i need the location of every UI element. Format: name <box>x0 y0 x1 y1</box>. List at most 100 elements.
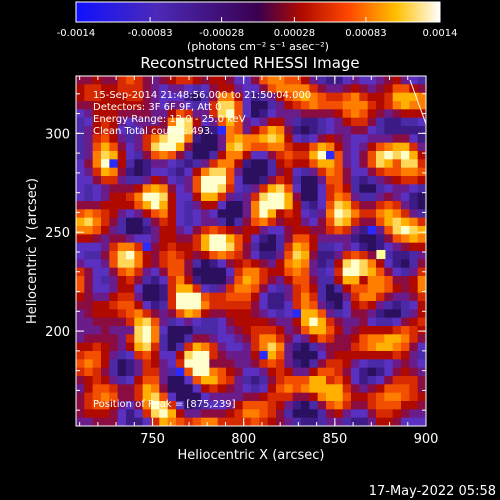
heatmap-cell <box>401 126 410 135</box>
heatmap-cell <box>134 292 144 302</box>
heatmap-cell <box>259 334 269 344</box>
heatmap-cell <box>276 217 285 227</box>
heatmap-cell <box>234 142 244 152</box>
heatmap-cell <box>259 159 269 169</box>
heatmap-cell <box>142 367 152 377</box>
heatmap-cell <box>184 134 194 144</box>
heatmap-cell <box>176 259 185 269</box>
heatmap-cell <box>367 409 377 419</box>
heatmap-cell <box>384 151 394 160</box>
heatmap-cell <box>84 326 94 335</box>
heatmap-cell <box>109 217 119 227</box>
heatmap-cell <box>226 276 235 285</box>
heatmap-cell <box>309 201 319 210</box>
heatmap-cell <box>76 76 85 85</box>
heatmap-cell <box>334 151 344 160</box>
heatmap-cell <box>76 309 85 319</box>
heatmap-cell <box>167 417 177 427</box>
heatmap-cell <box>409 284 419 294</box>
heatmap-cell <box>126 151 135 160</box>
heatmap-cell <box>409 142 419 152</box>
heatmap-cell <box>284 242 294 252</box>
heatmap-cell <box>117 342 127 352</box>
heatmap-cell <box>367 301 377 310</box>
heatmap-cell <box>126 326 135 335</box>
heatmap-cell <box>126 209 135 219</box>
heatmap-cell <box>109 234 119 244</box>
heatmap-cell <box>251 284 260 294</box>
heatmap-cell <box>301 84 310 94</box>
heatmap-cell <box>142 409 152 419</box>
heatmap-cell <box>109 151 119 160</box>
heatmap-cell <box>201 267 210 277</box>
heatmap-cell <box>376 209 385 219</box>
chart-title: Reconstructed RHESSI Image <box>140 54 359 72</box>
heatmap-cell <box>284 284 294 294</box>
heatmap-cell <box>334 251 344 260</box>
heatmap-cell <box>267 351 277 360</box>
heatmap-cell <box>142 284 152 294</box>
heatmap-cell <box>384 217 394 227</box>
heatmap-cell <box>292 209 302 219</box>
heatmap-cell <box>251 326 260 335</box>
heatmap-cell <box>92 84 102 94</box>
heatmap-cell <box>401 134 410 144</box>
heatmap-cell <box>251 217 260 227</box>
heatmap-cell <box>317 159 327 169</box>
heatmap-cell <box>117 376 127 385</box>
heatmap-cell <box>384 192 394 202</box>
heatmap-cell <box>317 126 327 135</box>
heatmap-cell <box>101 151 110 160</box>
heatmap-cell <box>392 251 402 260</box>
heatmap-cell <box>276 234 285 244</box>
heatmap-cell <box>242 201 252 210</box>
heatmap-cell <box>151 259 160 269</box>
heatmap-cell <box>117 334 127 344</box>
heatmap-cell <box>134 184 144 194</box>
heatmap-cell <box>142 301 152 310</box>
heatmap-cell <box>301 134 310 144</box>
heatmap-cell <box>251 209 260 219</box>
heatmap-cell <box>217 417 227 427</box>
heatmap-cell <box>409 167 419 177</box>
heatmap-cell <box>242 151 252 160</box>
heatmap-cell <box>184 184 194 194</box>
heatmap-cell <box>242 334 252 344</box>
heatmap-cell <box>292 292 302 302</box>
heatmap-cell <box>159 251 169 260</box>
heatmap-cell <box>417 176 427 185</box>
heatmap-cell <box>217 309 227 319</box>
heatmap-cell <box>92 326 102 335</box>
heatmap-cell <box>134 117 144 127</box>
heatmap-cell <box>151 151 160 160</box>
heatmap-cell <box>126 109 135 119</box>
heatmap-cell <box>126 117 135 127</box>
heatmap-cell <box>76 284 85 294</box>
heatmap-cell <box>126 267 135 277</box>
heatmap-cell <box>351 109 360 119</box>
heatmap-cell <box>276 134 285 144</box>
heatmap-cell <box>309 159 319 169</box>
heatmap-cell <box>151 276 160 285</box>
heatmap-cell <box>359 167 369 177</box>
heatmap-cell <box>242 209 252 219</box>
heatmap-cell <box>276 151 285 160</box>
heatmap-cell <box>134 259 144 269</box>
heatmap-cell <box>267 184 277 194</box>
heatmap-cell <box>126 409 135 419</box>
heatmap-cell <box>334 109 344 119</box>
heatmap-cell <box>226 292 235 302</box>
heatmap-cell <box>301 101 310 110</box>
heatmap-cell <box>159 92 169 102</box>
heatmap-cell <box>134 84 144 94</box>
heatmap-cell <box>142 276 152 285</box>
heatmap-cell <box>351 417 360 427</box>
heatmap-cell <box>251 167 260 177</box>
heatmap-cell <box>151 359 160 369</box>
heatmap-cell <box>417 317 427 327</box>
heatmap-cell <box>317 401 327 410</box>
heatmap-cell <box>234 209 244 219</box>
heatmap-cell <box>259 284 269 294</box>
heatmap-cell <box>126 359 135 369</box>
